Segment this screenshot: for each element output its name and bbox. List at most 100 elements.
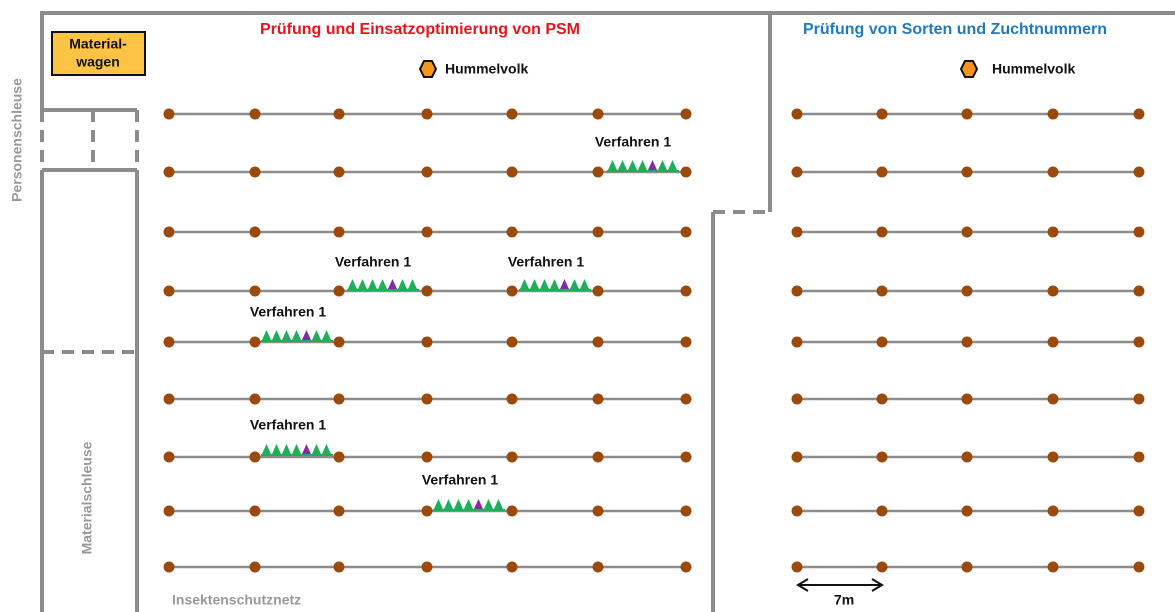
post [592,226,604,238]
treatment-label: Verfahren 1 [422,472,498,488]
post [592,336,604,348]
plant [580,279,589,289]
plant [378,279,387,289]
hive-label: Hummelvolk [992,61,1075,77]
post [333,226,345,238]
plant [292,330,301,340]
post [961,166,973,178]
scale-label: 7m [834,592,854,608]
post [791,336,803,348]
post [680,561,692,573]
post [1133,226,1145,238]
scale-arrow-head [871,578,884,592]
post [1133,285,1145,297]
plant [282,444,291,454]
post [876,336,888,348]
post [961,505,973,517]
plant [282,330,291,340]
hive-icon [418,60,438,78]
post [680,226,692,238]
post [592,451,604,463]
post [506,393,518,405]
post [333,285,345,297]
plant [560,279,569,289]
post [506,336,518,348]
plant [474,499,483,509]
post [333,166,345,178]
plant [648,160,657,170]
post [961,561,973,573]
post [1133,336,1145,348]
post [249,285,261,297]
post [506,505,518,517]
post [163,285,175,297]
plant [322,444,331,454]
post [506,166,518,178]
post [333,108,345,120]
post [961,336,973,348]
post [791,561,803,573]
post [876,393,888,405]
plant [302,444,311,454]
post [1047,393,1059,405]
plant [494,499,503,509]
plant [262,330,271,340]
plant [638,160,647,170]
post [1133,451,1145,463]
post [592,505,604,517]
post [680,108,692,120]
post [1133,108,1145,120]
plant [262,444,271,454]
post [592,393,604,405]
post [421,505,433,517]
hive-label: Hummelvolk [445,61,528,77]
post [249,166,261,178]
post [249,561,261,573]
post [876,108,888,120]
plant [272,444,281,454]
post [333,451,345,463]
material-cart-box [51,31,146,76]
plant [484,499,493,509]
plant [272,330,281,340]
post [791,166,803,178]
post [421,561,433,573]
plant [398,279,407,289]
post [680,393,692,405]
plant [302,330,311,340]
post [421,285,433,297]
post [791,108,803,120]
plant [434,499,443,509]
plant [550,279,559,289]
post [1047,336,1059,348]
left-title: Prüfung und Einsatzoptimierung von PSM [260,21,580,38]
plant [388,279,397,289]
post [506,108,518,120]
post [592,166,604,178]
post [680,451,692,463]
person-lock-label: Personenschleuse [9,78,25,202]
post [249,226,261,238]
post [876,166,888,178]
hive-icon [959,60,979,78]
post [421,166,433,178]
post [421,336,433,348]
post [1133,505,1145,517]
post [1047,285,1059,297]
treatment-label: Verfahren 1 [250,304,326,320]
right-title: Prüfung von Sorten und Zuchtnummern [803,21,1107,38]
post [961,108,973,120]
post [249,108,261,120]
post [680,505,692,517]
scale-arrow-head [796,578,809,592]
post [791,285,803,297]
post [1133,561,1145,573]
post [1047,108,1059,120]
post [163,166,175,178]
treatment-label: Verfahren 1 [250,417,326,433]
plant [540,279,549,289]
post [876,451,888,463]
plant [358,279,367,289]
post [163,336,175,348]
